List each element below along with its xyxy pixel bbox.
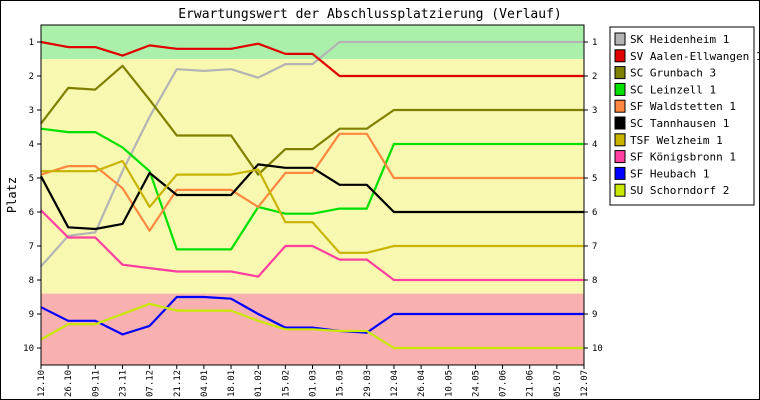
y-tick-label-right: 1 [592, 38, 597, 48]
legend-entry-sc-grunbach-3: SC Grunbach 3 [630, 67, 716, 80]
y-tick-label-left: 7 [29, 242, 34, 252]
x-tick-label: 18.01 [227, 370, 237, 397]
y-tick-label-left: 10 [23, 344, 34, 354]
y-tick-label-right: 3 [592, 106, 597, 116]
series-line-sk-heidenheim-1 [40, 40, 584, 268]
y-axis-label: Platz [5, 177, 19, 213]
legend-swatch-sf-waldstetten-1 [614, 99, 626, 113]
series-line-su-schorndorf-2 [40, 302, 584, 350]
series-line-sf-waldstetten-1 [40, 132, 584, 232]
x-tick-label: 26.04 [417, 370, 427, 397]
legend: SK Heidenheim 1 SV Aalen-Ellwangen 1 SC Gr… [609, 26, 760, 206]
y-tick-label-right: 5 [592, 174, 597, 184]
y-tick-label-right: 9 [592, 310, 597, 320]
y-tick-label-left: 9 [29, 310, 34, 320]
legend-entry-sf-waldstetten-1: SF Waldstetten 1 [630, 100, 736, 113]
y-tick-label-left: 2 [29, 72, 34, 82]
legend-entry-sv-aalen-ellwangen-1: SV Aalen-Ellwangen 1 [630, 50, 760, 63]
y-tick-label-right: 6 [592, 208, 597, 218]
legend-swatch-sc-tannhausen-1 [614, 116, 626, 130]
y-tick-label-right: 8 [592, 276, 597, 286]
legend-entry-su-schorndorf-2: SU Schorndorf 2 [630, 184, 729, 197]
legend-swatch-sc-grunbach-3 [614, 66, 626, 80]
x-tick-label: 15.02 [281, 370, 291, 397]
legend-swatch-sf-koenigsbronn-1 [614, 150, 626, 164]
x-tick-label: 12.07 [580, 370, 590, 397]
y-tick-label-left: 6 [29, 208, 34, 218]
y-axis-ticks: 1 1 2 2 3 3 4 4 5 5 6 6 7 7 8 8 9 9 10 10 [23, 38, 603, 354]
legend-swatch-tsf-welzheim-1 [614, 133, 626, 147]
x-tick-label: 24.05 [471, 370, 481, 397]
series-lines [40, 40, 584, 350]
series-line-sv-aalen-ellwangen-1 [40, 40, 584, 78]
x-tick-label: 01.03 [309, 370, 319, 397]
legend-entry-sc-leinzell-1: SC Leinzell 1 [630, 83, 716, 96]
series-line-sc-grunbach-3 [40, 64, 584, 176]
series-line-tsf-welzheim-1 [41, 159, 584, 254]
legend-swatch-sf-heubach-1 [614, 166, 626, 180]
series-line-sf-koenigsbronn-1 [40, 209, 584, 282]
legend-box [609, 26, 755, 206]
legend-swatch-sv-aalen-ellwangen-1 [614, 49, 626, 63]
x-tick-label: 04.01 [200, 370, 210, 397]
y-tick-label-right: 2 [592, 72, 597, 82]
legend-entry-tsf-welzheim-1: TSF Welzheim 1 [630, 134, 723, 147]
y-tick-label-right: 10 [592, 344, 603, 354]
x-tick-label: 26.10 [64, 370, 74, 397]
y-tick-label-left: 1 [29, 38, 34, 48]
legend-entry-sf-heubach-1: SF Heubach 1 [630, 167, 709, 180]
legend-swatch-sk-heidenheim-1 [614, 32, 626, 46]
x-tick-label: 21.06 [526, 370, 536, 397]
y-tick-label-left: 3 [29, 106, 34, 116]
legend-entry-sf-koenigsbronn-1: SF Königsbronn 1 [630, 151, 736, 164]
x-tick-label: 05.07 [553, 370, 563, 397]
zone-band-2 [41, 59, 584, 294]
x-tick-label: 29.03 [363, 370, 373, 397]
y-tick-label-left: 5 [29, 174, 34, 184]
x-tick-label: 15.03 [336, 370, 346, 397]
x-tick-label: 01.02 [254, 370, 264, 397]
legend-swatch-su-schorndorf-2 [614, 183, 626, 197]
x-tick-label: 09.11 [91, 370, 101, 397]
legend-entry-sk-heidenheim-1: SK Heidenheim 1 [630, 33, 729, 46]
x-tick-label: 21.12 [173, 370, 183, 397]
legend-swatch-sc-leinzell-1 [614, 82, 626, 96]
x-tick-label: 07.06 [499, 370, 509, 397]
x-axis-ticks: 12.10 26.10 09.11 23.11 07.12 21.12 04.01 18.01… [37, 365, 590, 397]
y-tick-label-left: 8 [29, 276, 34, 286]
x-tick-label: 10.05 [444, 370, 454, 397]
y-tick-label-left: 4 [29, 140, 34, 150]
series-line-sc-leinzell-1 [40, 127, 584, 251]
y-tick-label-right: 7 [592, 242, 597, 252]
x-tick-label: 07.12 [146, 370, 156, 397]
x-tick-label: 23.11 [118, 370, 128, 397]
y-tick-label-right: 4 [592, 140, 597, 150]
series-line-sc-tannhausen-1 [40, 163, 584, 231]
series-line-sf-heubach-1 [40, 295, 584, 336]
x-tick-label: 12.10 [37, 370, 47, 397]
chart-title: Erwartungswert der Abschlussplatzierung … [178, 7, 562, 22]
legend-entry-sc-tannhausen-1: SC Tannhausen 1 [630, 117, 729, 130]
x-tick-label: 12.04 [390, 370, 400, 397]
